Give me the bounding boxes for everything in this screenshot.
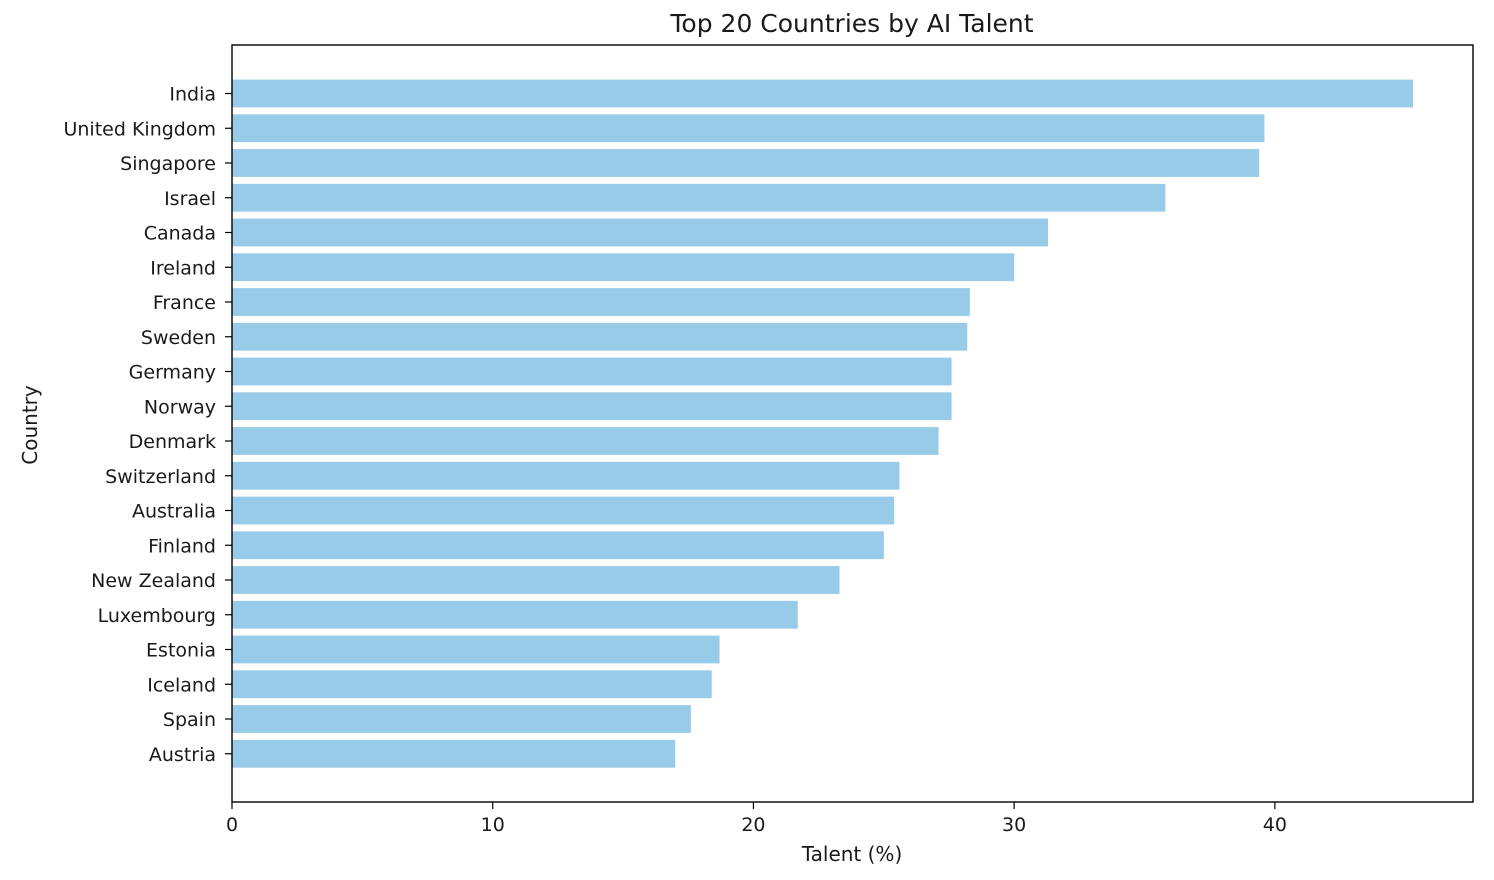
x-axis-label: Talent (%) xyxy=(801,842,903,866)
bar-austria xyxy=(232,739,676,768)
bar-ireland xyxy=(232,253,1015,282)
bar-estonia xyxy=(232,635,720,664)
y-tick-label: Israel xyxy=(164,188,216,210)
x-tick-label: 0 xyxy=(226,814,238,836)
y-tick-label: Finland xyxy=(148,535,216,557)
bar-finland xyxy=(232,531,884,560)
y-tick-label: Canada xyxy=(144,223,216,245)
x-tick-label: 40 xyxy=(1263,814,1287,836)
y-tick-label: Ireland xyxy=(150,257,216,279)
bar-australia xyxy=(232,496,895,525)
bar-norway xyxy=(232,392,952,421)
y-tick-label: Germany xyxy=(129,362,216,384)
bar-france xyxy=(232,288,970,316)
y-tick-label: Spain xyxy=(163,709,216,731)
x-tick-label: 10 xyxy=(481,814,505,836)
bars-group xyxy=(232,79,1414,768)
y-tick-label: Sweden xyxy=(141,327,216,349)
y-tick-label: Switzerland xyxy=(105,466,216,488)
chart-title: Top 20 Countries by AI Talent xyxy=(669,9,1033,38)
bar-sweden xyxy=(232,322,968,351)
bar-canada xyxy=(232,218,1049,247)
y-tick-label: Australia xyxy=(132,501,216,523)
bar-switzerland xyxy=(232,461,900,490)
bar-germany xyxy=(232,357,952,386)
y-tick-label: Austria xyxy=(149,744,216,766)
bar-iceland xyxy=(232,670,712,699)
y-tick-label: United Kingdom xyxy=(63,118,216,140)
y-tick-label: Norway xyxy=(144,396,216,418)
y-tick-label: Estonia xyxy=(146,640,216,662)
y-tick-label: New Zealand xyxy=(91,570,216,592)
y-tick-label: France xyxy=(153,292,216,314)
plot-frame xyxy=(231,44,1474,803)
bar-new-zealand xyxy=(232,566,840,594)
bar-spain xyxy=(232,705,691,733)
x-tick-label: 30 xyxy=(1002,814,1026,836)
bar-singapore xyxy=(232,149,1260,177)
bar-denmark xyxy=(232,427,939,455)
bar-united-kingdom xyxy=(232,114,1265,143)
y-axis: India United Kingdom Singapore Israel Canada… xyxy=(63,84,232,766)
bar-israel xyxy=(232,183,1166,212)
y-tick-label: Singapore xyxy=(120,153,216,175)
x-tick-label: 20 xyxy=(741,814,765,836)
bar-india xyxy=(232,79,1414,108)
y-tick-label: India xyxy=(169,84,216,106)
y-tick-label: Denmark xyxy=(129,431,216,453)
y-tick-label: Iceland xyxy=(147,674,216,696)
x-axis: 0 10 20 30 40 xyxy=(226,802,1287,836)
y-axis-label: Country xyxy=(18,385,42,465)
y-tick-label: Luxembourg xyxy=(98,605,216,627)
bar-luxembourg xyxy=(232,600,798,629)
